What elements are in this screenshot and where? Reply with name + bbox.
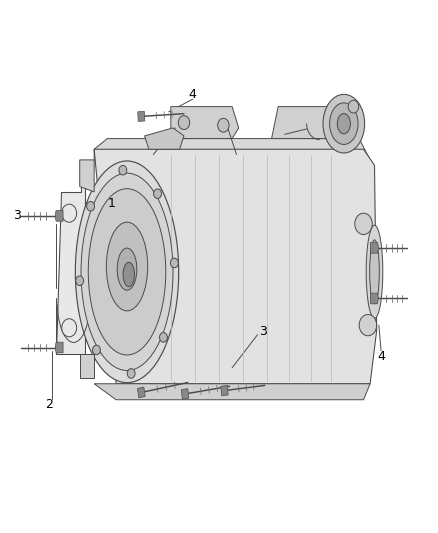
Polygon shape xyxy=(181,389,189,399)
Polygon shape xyxy=(371,293,378,304)
Polygon shape xyxy=(55,211,63,221)
Text: 3: 3 xyxy=(13,209,21,222)
Polygon shape xyxy=(80,160,94,192)
Circle shape xyxy=(159,333,167,342)
Text: 4: 4 xyxy=(189,88,197,101)
Polygon shape xyxy=(80,354,94,378)
Circle shape xyxy=(154,189,162,198)
Ellipse shape xyxy=(81,173,173,370)
Ellipse shape xyxy=(370,240,379,304)
Polygon shape xyxy=(138,387,145,398)
Ellipse shape xyxy=(106,222,148,311)
Polygon shape xyxy=(221,385,228,396)
Polygon shape xyxy=(371,243,378,253)
Circle shape xyxy=(62,204,77,222)
Circle shape xyxy=(62,319,77,337)
Ellipse shape xyxy=(337,114,350,134)
Text: 4: 4 xyxy=(377,350,385,362)
Circle shape xyxy=(127,369,135,378)
Polygon shape xyxy=(171,107,239,139)
Ellipse shape xyxy=(330,103,358,144)
Circle shape xyxy=(359,314,377,336)
Circle shape xyxy=(178,116,190,130)
Text: 3: 3 xyxy=(259,325,267,338)
Polygon shape xyxy=(145,128,184,149)
Ellipse shape xyxy=(88,189,166,355)
Ellipse shape xyxy=(366,225,383,318)
Ellipse shape xyxy=(123,262,134,287)
Circle shape xyxy=(119,165,127,175)
Circle shape xyxy=(355,213,372,235)
Circle shape xyxy=(87,201,95,211)
Ellipse shape xyxy=(75,161,179,383)
Circle shape xyxy=(92,345,100,355)
Circle shape xyxy=(348,100,359,113)
Polygon shape xyxy=(94,149,377,384)
Polygon shape xyxy=(138,111,145,122)
Polygon shape xyxy=(55,342,63,353)
Polygon shape xyxy=(56,184,85,354)
Polygon shape xyxy=(94,139,370,176)
Ellipse shape xyxy=(117,248,137,290)
Polygon shape xyxy=(272,107,339,139)
Ellipse shape xyxy=(323,94,364,153)
Polygon shape xyxy=(94,384,370,400)
Text: 2: 2 xyxy=(46,398,53,410)
Circle shape xyxy=(170,258,178,268)
Circle shape xyxy=(76,276,84,286)
Text: 1: 1 xyxy=(108,197,116,210)
Circle shape xyxy=(218,118,229,132)
